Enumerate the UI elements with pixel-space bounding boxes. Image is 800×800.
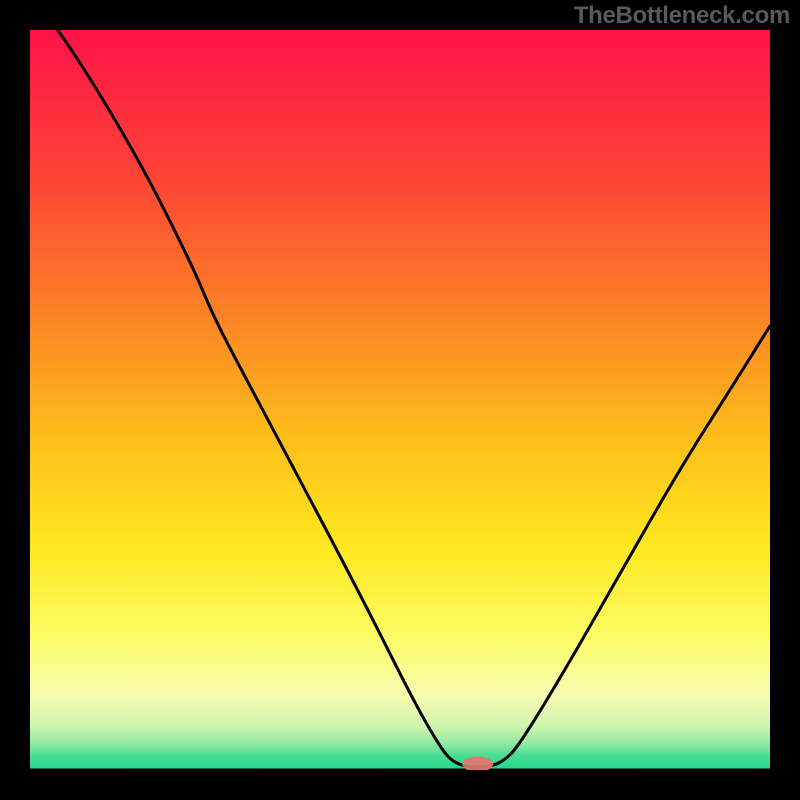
plot-area [30, 30, 770, 770]
chart-frame: TheBottleneck.com [0, 0, 800, 800]
plot-svg [30, 30, 770, 770]
watermark-text: TheBottleneck.com [574, 2, 790, 30]
gradient-background [30, 30, 770, 770]
